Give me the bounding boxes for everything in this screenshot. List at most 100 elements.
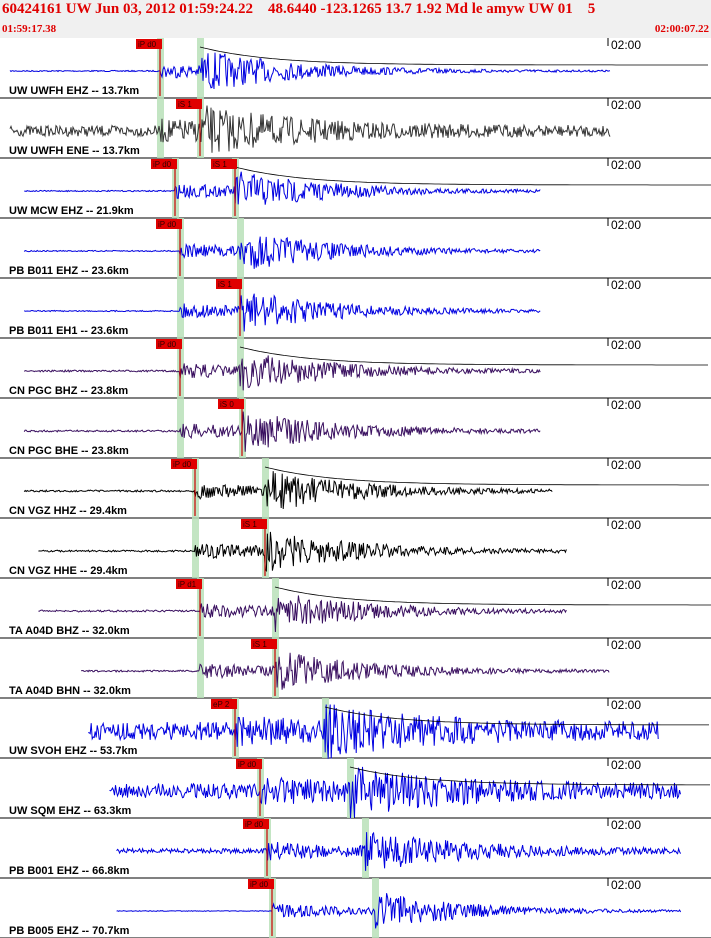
s-highlight xyxy=(347,758,354,818)
s-highlight xyxy=(272,578,279,638)
trace-panel: iP d0 02:00 PB B011 EHZ -- 23.6km xyxy=(0,218,711,279)
pick-marker-box xyxy=(176,579,202,589)
station-label: PB B011 EHZ -- 23.6km xyxy=(9,265,129,277)
trace-panel: iS 1 02:00 PB B011 EH1 -- 23.6km xyxy=(0,278,711,339)
trace-panel: iS 0 02:00 CN PGC BHE -- 23.8km xyxy=(0,398,711,459)
waveform xyxy=(9,105,611,153)
trace-panel: iS 1 02:00 CN VGZ HHE -- 29.4km xyxy=(0,518,711,579)
station-label: PB B001 EHZ -- 66.8km xyxy=(9,865,130,877)
pick-marker-label: iP d1 xyxy=(178,580,197,589)
trace-panel: eP 2 02:00 UW SVOH EHZ -- 53.7km xyxy=(0,698,711,759)
minute-label: 02:00 xyxy=(611,818,641,832)
coda-curve xyxy=(324,706,709,726)
station-label: CN PGC BHE -- 23.8km xyxy=(9,445,129,457)
waveform xyxy=(23,293,541,332)
waveform xyxy=(116,831,682,871)
minute-label: 02:00 xyxy=(611,158,641,172)
coda-curve xyxy=(199,46,708,66)
trace-panel: iP d0 02:00 CN VGZ HHZ -- 29.4km xyxy=(0,458,711,519)
minute-label: 02:00 xyxy=(611,638,641,652)
trace-panel: iP d1 02:00 TA A04D BHZ -- 32.0km xyxy=(0,578,711,639)
station-label: TA A04D BHN -- 32.0km xyxy=(9,685,131,697)
s-highlight xyxy=(262,458,269,518)
trace-panel: iS 1 02:00 UW UWFH ENE -- 13.7km xyxy=(0,98,711,159)
pick-marker-label: iS 1 xyxy=(253,640,267,649)
minute-label: 02:00 xyxy=(611,338,641,352)
pick-marker-2-label: iS 1 xyxy=(213,160,227,169)
waveform xyxy=(9,52,611,90)
pick-marker-box xyxy=(241,519,267,529)
coda-curve xyxy=(234,166,711,186)
waveform xyxy=(23,236,541,269)
trace-panel: iP d0 02:00 PB B001 EHZ -- 66.8km xyxy=(0,818,711,879)
pick-marker-label: iP d0 xyxy=(245,820,264,829)
seismogram-plot: iP d0 02:00 UW UWFH EHZ -- 13.7km iS 1 02:00… xyxy=(0,38,711,938)
coda-curve xyxy=(274,586,711,606)
waveform xyxy=(24,171,541,205)
station-label: UW UWFH ENE -- 13.7km xyxy=(9,145,140,157)
pick-marker-label: iP d0 xyxy=(173,460,192,469)
waveform xyxy=(38,531,567,573)
station-label: CN PGC BHZ -- 23.8km xyxy=(9,385,128,397)
station-label: UW UWFH EHZ -- 13.7km xyxy=(9,85,139,97)
coda-curve xyxy=(264,466,709,486)
s-highlight xyxy=(362,818,369,878)
pick-marker-box xyxy=(248,879,274,889)
minute-label: 02:00 xyxy=(611,758,641,772)
pick-marker-2-box xyxy=(211,159,237,169)
pick-marker-box xyxy=(243,819,269,829)
waveform xyxy=(109,766,681,819)
event-title: 60424161 UW Jun 03, 2012 01:59:24.22 48.… xyxy=(2,1,596,17)
waveform xyxy=(88,704,659,759)
waveform xyxy=(23,471,553,510)
pick-marker-box xyxy=(251,639,277,649)
coda-curve xyxy=(239,346,708,366)
s-highlight xyxy=(372,878,379,938)
s-highlight xyxy=(197,38,204,98)
minute-label: 02:00 xyxy=(611,698,641,712)
header-bar: 60424161 UW Jun 03, 2012 01:59:24.22 48.… xyxy=(0,0,711,38)
station-label: TA A04D BHZ -- 32.0km xyxy=(9,625,130,637)
station-label: CN VGZ HHZ -- 29.4km xyxy=(9,505,127,517)
pick-marker-label: iP d0 xyxy=(158,340,177,349)
trace-panel: iP d0 02:00 UW UWFH EHZ -- 13.7km xyxy=(0,38,711,99)
pick-marker-label: eP 2 xyxy=(213,700,230,709)
waveform xyxy=(23,411,541,452)
pick-marker-label: iP d0 xyxy=(138,40,157,49)
trace-panel: iP d0 02:00 UW SQM EHZ -- 63.3km xyxy=(0,758,711,819)
pick-marker-box xyxy=(151,159,177,169)
waveform xyxy=(38,595,567,633)
pick-marker-label: iS 1 xyxy=(243,520,257,529)
p-highlight xyxy=(157,98,164,158)
minute-label: 02:00 xyxy=(611,458,641,472)
pick-marker-label: iS 1 xyxy=(218,280,232,289)
pick-marker-box xyxy=(156,219,182,229)
minute-label: 02:00 xyxy=(611,98,641,112)
pick-marker-box xyxy=(156,339,182,349)
station-label: PB B005 EHZ -- 70.7km xyxy=(9,925,130,937)
minute-label: 02:00 xyxy=(611,578,641,592)
pick-marker-box xyxy=(171,459,197,469)
station-label: UW SQM EHZ -- 63.3km xyxy=(9,805,131,817)
minute-label: 02:00 xyxy=(611,398,641,412)
waveform xyxy=(116,893,682,929)
station-label: UW SVOH EHZ -- 53.7km xyxy=(9,745,138,757)
pick-marker-box xyxy=(176,99,202,109)
pick-marker-box xyxy=(218,399,244,409)
pick-marker-box xyxy=(136,39,162,49)
waveform xyxy=(23,355,541,391)
trace-panel: iS 1 02:00 TA A04D BHN -- 32.0km xyxy=(0,638,711,699)
minute-label: 02:00 xyxy=(611,218,641,232)
s-highlight xyxy=(237,338,244,398)
trace-panel: iP d0 iS 1 02:00 UW MCW EHZ -- 21.9km xyxy=(0,158,711,219)
pick-marker-label: iP d0 xyxy=(158,220,177,229)
end-time: 02:00:07.22 xyxy=(654,23,709,35)
trace-panel: iP d0 02:00 PB B005 EHZ -- 70.7km xyxy=(0,878,711,938)
coda-curve xyxy=(349,766,710,786)
minute-label: 02:00 xyxy=(611,38,641,52)
station-label: CN VGZ HHE -- 29.4km xyxy=(9,565,128,577)
station-label: PB B011 EH1 -- 23.6km xyxy=(9,325,128,337)
pick-marker-box xyxy=(236,759,262,769)
minute-label: 02:00 xyxy=(611,278,641,292)
station-label: UW MCW EHZ -- 21.9km xyxy=(9,205,134,217)
